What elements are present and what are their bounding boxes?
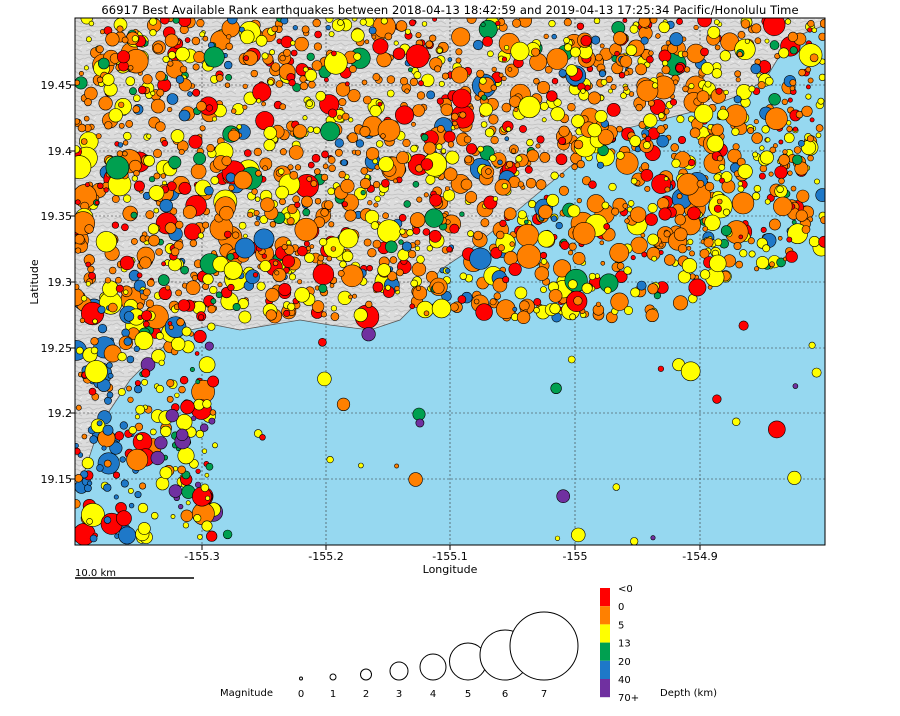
magnitude-legend-label: 5: [465, 689, 471, 700]
depth-legend-label: 13: [618, 639, 631, 650]
magnitude-legend-label: 1: [330, 689, 336, 700]
magnitude-legend-label: 7: [541, 689, 547, 700]
y-tick-label: 19.4: [48, 145, 73, 158]
magnitude-legend-label: 3: [396, 689, 402, 700]
x-tick-label: -155.1: [432, 550, 467, 563]
y-tick-label: 19.3: [48, 276, 73, 289]
depth-legend-swatch: [600, 606, 610, 625]
depth-legend-label: 0: [618, 602, 624, 613]
scale-bar: 10.0 km: [75, 568, 194, 579]
map-area: [75, 18, 825, 545]
y-axis-ticks: 19.45 19.4 19.35 19.3 19.25 19.2 19.15: [41, 79, 75, 486]
depth-legend-label: 5: [618, 620, 624, 631]
y-tick-label: 19.35: [41, 210, 73, 223]
depth-legend-swatch: [600, 588, 610, 607]
x-tick-label: -155: [563, 550, 588, 563]
magnitude-legend-title: Magnitude: [220, 688, 273, 699]
magnitude-legend-label: 6: [502, 689, 508, 700]
depth-legend-label: 40: [618, 675, 631, 686]
x-axis-ticks: -155.3 -155.2 -155.1 -155 -154.9: [184, 545, 718, 563]
magnitude-legend-circle: [419, 653, 447, 681]
depth-legend-title: Depth (km): [660, 688, 717, 699]
magnitude-legend-circle: [389, 661, 409, 681]
depth-legend-label: 70+: [618, 693, 639, 704]
magnitude-legend-circle: [299, 676, 303, 681]
magnitude-legend-label: 0: [298, 689, 304, 700]
x-tick-label: -154.9: [682, 550, 717, 563]
depth-legend-swatch: [600, 624, 610, 643]
y-axis-label: Latitude: [28, 259, 41, 305]
depth-legend-swatch: [600, 679, 610, 698]
y-tick-label: 19.45: [41, 79, 73, 92]
scale-bar-label: 10.0 km: [75, 568, 116, 579]
x-tick-label: -155.3: [184, 550, 219, 563]
depth-legend-label: 20: [618, 657, 631, 668]
depth-legend-swatch: [600, 642, 610, 661]
y-tick-label: 19.2: [48, 407, 73, 420]
depth-legend-label: <0: [618, 584, 633, 595]
magnitude-legend-label: 4: [430, 689, 436, 700]
magnitude-legend-label: 2: [363, 689, 369, 700]
depth-legend: Depth (km) <0 0 5 13 20 40 70+: [600, 584, 717, 704]
magnitude-legend-circle: [329, 673, 337, 681]
y-tick-label: 19.15: [41, 473, 73, 486]
map-title: 66917 Best Available Rank earthquakes be…: [101, 3, 799, 17]
magnitude-legend-circle: [360, 668, 372, 681]
earthquake-markers: [75, 18, 825, 545]
depth-legend-swatch: [600, 660, 610, 679]
magnitude-legend-circle: [509, 611, 579, 681]
y-tick-label: 19.25: [41, 342, 73, 355]
magnitude-legend: Magnitude 0 1 2 3 4 5 6 7: [220, 611, 579, 700]
x-tick-label: -155.2: [308, 550, 343, 563]
x-axis-label: Longitude: [423, 563, 478, 576]
